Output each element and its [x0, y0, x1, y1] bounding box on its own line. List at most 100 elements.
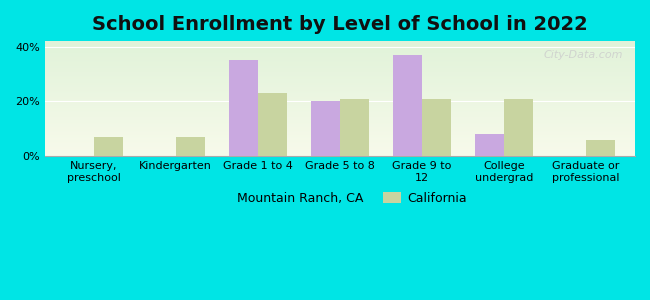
- Bar: [45, 126, 635, 128]
- Bar: [340, 99, 369, 156]
- Bar: [45, 154, 635, 155]
- Bar: [45, 117, 635, 118]
- Bar: [45, 141, 635, 142]
- Bar: [45, 91, 635, 92]
- Bar: [45, 145, 635, 146]
- Bar: [45, 143, 635, 145]
- Bar: [45, 54, 635, 55]
- Bar: [45, 71, 635, 72]
- Bar: [45, 124, 635, 125]
- Bar: [45, 140, 635, 141]
- Bar: [45, 48, 635, 49]
- Bar: [45, 134, 635, 135]
- Bar: [45, 85, 635, 86]
- Bar: [45, 139, 635, 140]
- Bar: [45, 78, 635, 79]
- Bar: [45, 153, 635, 154]
- Bar: [45, 70, 635, 71]
- Bar: [45, 107, 635, 108]
- Bar: [45, 98, 635, 99]
- Bar: [45, 101, 635, 102]
- Bar: [45, 84, 635, 85]
- Bar: [45, 155, 635, 156]
- Bar: [45, 77, 635, 78]
- Bar: [45, 95, 635, 96]
- Bar: [45, 119, 635, 121]
- Bar: [45, 131, 635, 132]
- Bar: [586, 140, 614, 156]
- Bar: [45, 47, 635, 48]
- Bar: [45, 148, 635, 149]
- Bar: [45, 142, 635, 143]
- Bar: [45, 133, 635, 134]
- Bar: [176, 137, 205, 156]
- Bar: [45, 50, 635, 52]
- Title: School Enrollment by Level of School in 2022: School Enrollment by Level of School in …: [92, 15, 588, 34]
- Bar: [45, 104, 635, 106]
- Bar: [45, 61, 635, 62]
- Bar: [45, 108, 635, 109]
- Bar: [45, 59, 635, 61]
- Bar: [45, 115, 635, 116]
- Bar: [45, 73, 635, 74]
- Bar: [45, 94, 635, 95]
- Legend: Mountain Ranch, CA, California: Mountain Ranch, CA, California: [207, 187, 472, 210]
- Bar: [45, 86, 635, 87]
- Bar: [45, 72, 635, 73]
- Bar: [45, 123, 635, 124]
- Bar: [45, 44, 635, 45]
- Text: City-Data.com: City-Data.com: [543, 50, 623, 60]
- Bar: [258, 93, 287, 156]
- Bar: [45, 88, 635, 89]
- Bar: [45, 138, 635, 139]
- Bar: [45, 81, 635, 83]
- Bar: [94, 137, 122, 156]
- Bar: [45, 92, 635, 93]
- Bar: [45, 79, 635, 80]
- Bar: [45, 130, 635, 131]
- Bar: [45, 106, 635, 107]
- Bar: [45, 118, 635, 119]
- Bar: [45, 146, 635, 147]
- Bar: [45, 150, 635, 152]
- Bar: [45, 45, 635, 46]
- Bar: [45, 114, 635, 115]
- Bar: [45, 65, 635, 66]
- Bar: [229, 60, 258, 156]
- Bar: [45, 93, 635, 94]
- Bar: [45, 89, 635, 91]
- Bar: [45, 110, 635, 111]
- Bar: [45, 57, 635, 59]
- Bar: [45, 121, 635, 122]
- Bar: [45, 55, 635, 56]
- Bar: [504, 99, 532, 156]
- Bar: [45, 42, 635, 44]
- Bar: [45, 41, 635, 42]
- Bar: [45, 111, 635, 112]
- Bar: [45, 128, 635, 130]
- Bar: [422, 99, 450, 156]
- Bar: [45, 112, 635, 114]
- Bar: [311, 101, 340, 156]
- Bar: [45, 132, 635, 133]
- Bar: [45, 103, 635, 104]
- Bar: [45, 122, 635, 123]
- Bar: [475, 134, 504, 156]
- Bar: [45, 64, 635, 65]
- Bar: [45, 74, 635, 76]
- Bar: [45, 56, 635, 57]
- Bar: [45, 116, 635, 117]
- Bar: [45, 76, 635, 77]
- Bar: [45, 147, 635, 148]
- Bar: [45, 80, 635, 81]
- Bar: [45, 87, 635, 88]
- Bar: [393, 55, 422, 156]
- Bar: [45, 125, 635, 126]
- Bar: [45, 63, 635, 64]
- Bar: [45, 102, 635, 103]
- Bar: [45, 62, 635, 63]
- Bar: [45, 152, 635, 153]
- Bar: [45, 100, 635, 101]
- Bar: [45, 58, 635, 59]
- Bar: [45, 68, 635, 69]
